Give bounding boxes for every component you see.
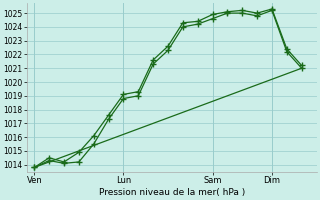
X-axis label: Pression niveau de la mer( hPa ): Pression niveau de la mer( hPa ) (99, 188, 245, 197)
